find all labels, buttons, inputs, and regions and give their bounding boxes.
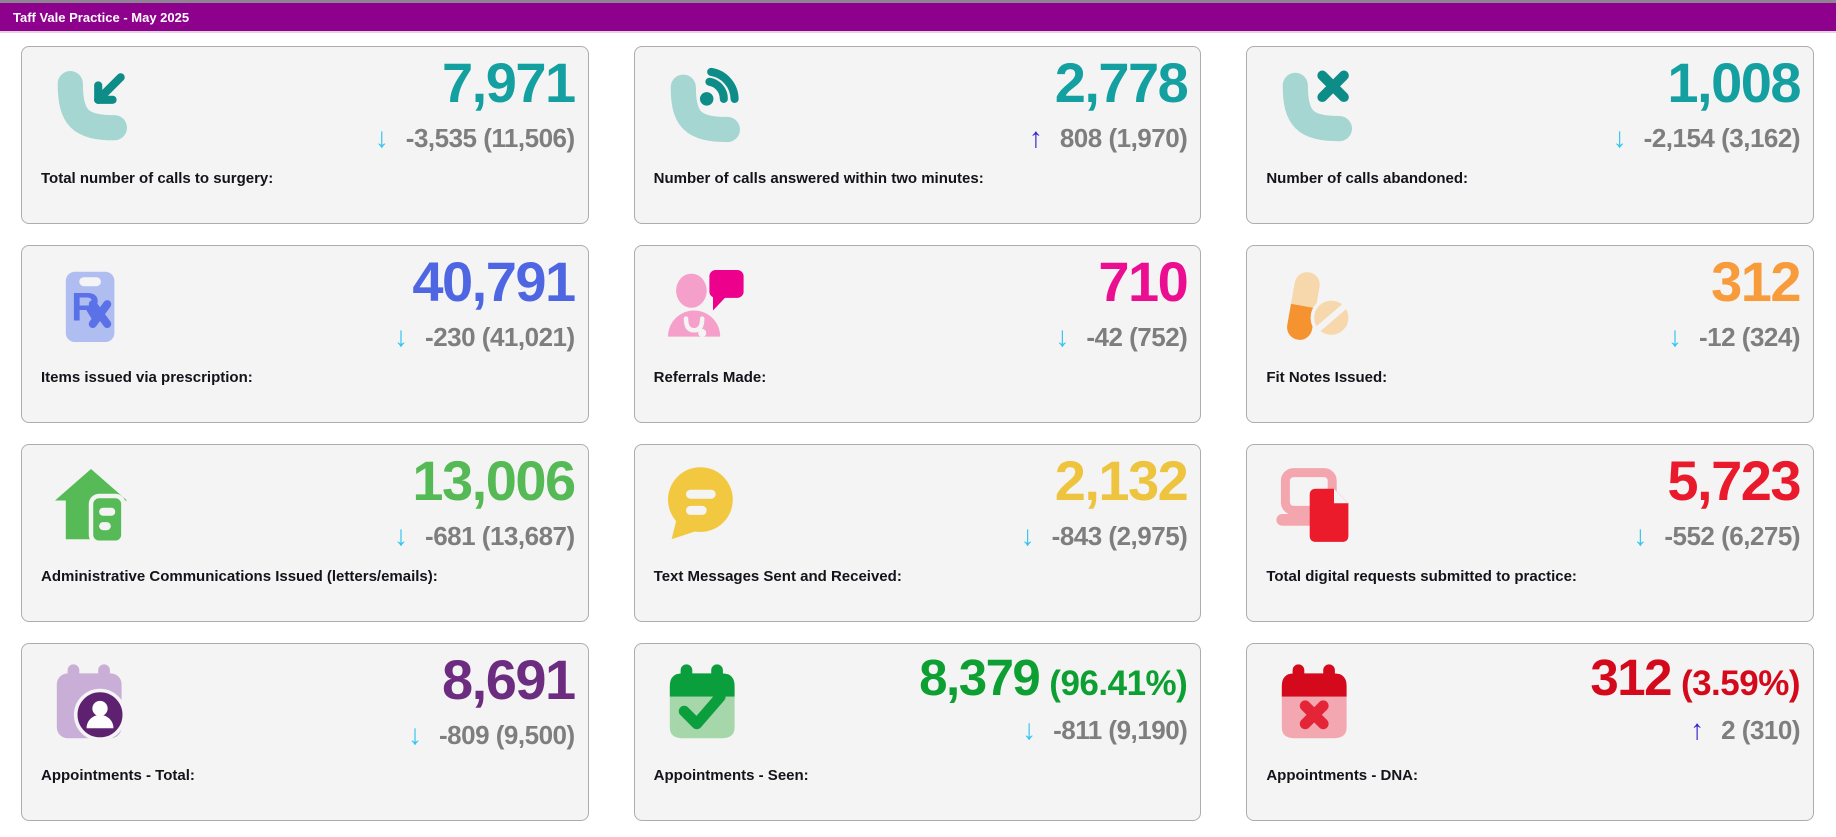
incoming-call-icon <box>46 62 136 152</box>
stat-delta: -12 (324) <box>1699 322 1801 352</box>
stat-delta: -3,535 (11,506) <box>405 123 575 153</box>
card-fit-notes[interactable]: 312 ↓ -12 (324) Fit Notes Issued: <box>1246 245 1814 423</box>
card-digital-requests[interactable]: 5,723 ↓ -552 (6,275) Total digital reques… <box>1246 444 1814 622</box>
stat-value: 312 <box>1711 250 1801 313</box>
stat-label: Appointments - Seen: <box>653 767 809 784</box>
stat-label: Fit Notes Issued: <box>1266 369 1388 386</box>
stat-value: 40,791 <box>412 250 576 313</box>
title-bar: Taff Vale Practice - May 2025 <box>0 0 1836 33</box>
stat-delta: 2 (310) <box>1721 715 1800 745</box>
card-text-messages[interactable]: 2,132 ↓ -843 (2,975) Text Messages Sent a… <box>633 444 1202 622</box>
appointments-calendar-icon <box>46 659 136 749</box>
call-abandoned-icon <box>1271 62 1361 152</box>
stat-percent: (96.41%) <box>1049 664 1188 703</box>
stat-value: 5,723 <box>1667 449 1801 512</box>
stat-label: Appointments - Total: <box>41 767 195 784</box>
text-message-icon <box>659 460 749 550</box>
stat-delta: -809 (9,500) <box>439 720 575 750</box>
down-arrow-icon: ↓ <box>1633 520 1648 551</box>
stat-label: Appointments - DNA: <box>1266 767 1418 784</box>
stat-delta: -552 (6,275) <box>1664 521 1800 551</box>
appointments-seen-icon <box>659 659 749 749</box>
card-calls-answered[interactable]: 2,778 ↑ 808 (1,970) Number of calls answe… <box>633 46 1202 224</box>
card-calls-total[interactable]: 7,971 ↓ -3,535 (11,506) Total number of c… <box>21 46 589 224</box>
stat-label: Administrative Communications Issued (le… <box>41 568 438 585</box>
stat-delta: -42 (752) <box>1086 322 1188 352</box>
down-arrow-icon: ↓ <box>1612 122 1627 153</box>
card-admin-communications[interactable]: 13,006 ↓ -681 (13,687) Administrative Com… <box>21 444 589 622</box>
digital-request-icon <box>1271 460 1361 550</box>
down-arrow-icon: ↓ <box>374 122 389 153</box>
down-arrow-icon: ↓ <box>1055 321 1070 352</box>
stat-label: Number of calls answered within two minu… <box>653 170 984 187</box>
stat-label: Total number of calls to surgery: <box>41 170 274 187</box>
page-title: Taff Vale Practice - May 2025 <box>13 9 190 25</box>
stat-percent: (3.59%) <box>1680 664 1801 703</box>
stat-value: 8,379 <box>919 649 1041 706</box>
down-arrow-icon: ↓ <box>1020 520 1035 551</box>
stat-label: Total digital requests submitted to prac… <box>1266 568 1577 585</box>
stat-delta: 808 (1,970) <box>1059 123 1188 153</box>
fit-note-pills-icon <box>1271 261 1361 351</box>
card-calls-abandoned[interactable]: 1,008 ↓ -2,154 (3,162) Number of calls ab… <box>1246 46 1814 224</box>
prescription-icon: R <box>46 261 136 351</box>
admin-house-icon <box>46 460 136 550</box>
stat-delta: -681 (13,687) <box>425 521 575 551</box>
stat-label: Items issued via prescription: <box>41 369 253 386</box>
card-prescription-items[interactable]: R 40,791 ↓ -230 (41,021) Items issued via… <box>21 245 589 423</box>
card-appointments-seen[interactable]: 8,379 (96.41%) ↓ -811 (9,190) Appointments… <box>633 643 1202 821</box>
up-arrow-icon: ↑ <box>1690 714 1705 745</box>
referral-icon <box>659 261 749 351</box>
appointments-dna-icon <box>1271 659 1361 749</box>
kpi-grid: 7,971 ↓ -3,535 (11,506) Total number of c… <box>0 33 1836 833</box>
card-referrals-made[interactable]: 710 ↓ -42 (752) Referrals Made: <box>633 245 1202 423</box>
stat-value: 13,006 <box>412 449 576 512</box>
stat-label: Text Messages Sent and Received: <box>653 568 902 585</box>
stat-delta: -230 (41,021) <box>425 322 575 352</box>
stat-value: 8,691 <box>442 648 576 711</box>
card-appointments-total[interactable]: 8,691 ↓ -809 (9,500) Appointments - Total… <box>21 643 589 821</box>
down-arrow-icon: ↓ <box>394 321 409 352</box>
stat-value: 710 <box>1098 250 1188 313</box>
down-arrow-icon: ↓ <box>1022 714 1037 745</box>
call-answered-icon <box>659 62 749 152</box>
stat-delta: -843 (2,975) <box>1051 521 1188 551</box>
stat-value: 2,778 <box>1054 51 1189 114</box>
stat-value: 1,008 <box>1667 51 1801 114</box>
down-arrow-icon: ↓ <box>394 520 409 551</box>
stat-delta: -2,154 (3,162) <box>1643 123 1801 153</box>
down-arrow-icon: ↓ <box>408 719 422 750</box>
stat-value: 2,132 <box>1054 449 1189 512</box>
stat-label: Number of calls abandoned: <box>1266 170 1469 187</box>
stat-value: 7,971 <box>442 51 576 114</box>
down-arrow-icon: ↓ <box>1668 321 1682 352</box>
stat-delta: -811 (9,190) <box>1053 715 1188 745</box>
stat-label: Referrals Made: <box>653 369 767 386</box>
card-appointments-dna[interactable]: 312 (3.59%) ↑ 2 (310) Appointments - DNA: <box>1246 643 1814 821</box>
stat-value: 312 <box>1590 649 1672 706</box>
up-arrow-icon: ↑ <box>1028 122 1043 153</box>
